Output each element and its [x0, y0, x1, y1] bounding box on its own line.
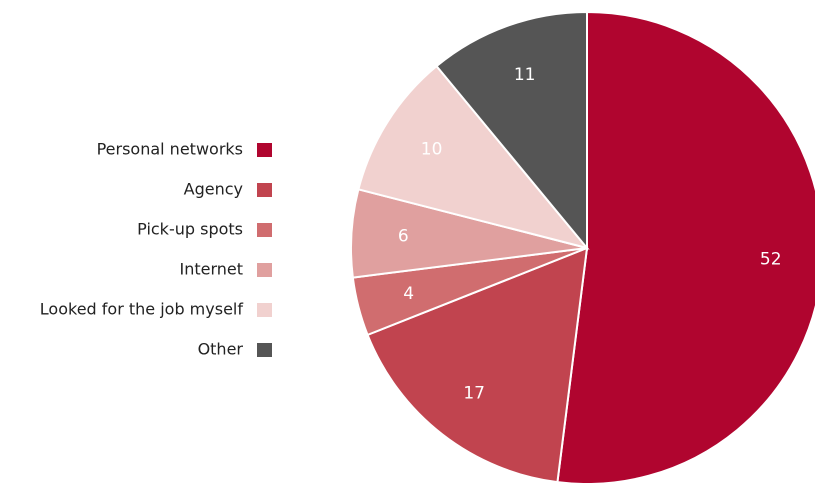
legend-swatch [257, 183, 272, 197]
pie-slice [366, 246, 589, 483]
legend-swatch [257, 143, 272, 157]
slice-label: 17 [463, 383, 485, 403]
legend-swatch [257, 343, 272, 357]
legend-swatch [257, 303, 272, 317]
legend-label: Agency [184, 180, 243, 199]
slice-label: 10 [421, 139, 443, 159]
legend-label: Other [198, 340, 244, 359]
pie-slice [435, 10, 588, 251]
legend-label: Internet [179, 260, 243, 279]
pie-slice [357, 64, 590, 250]
legend-swatch [257, 223, 272, 237]
legend-swatch [257, 263, 272, 277]
slice-label: 52 [760, 250, 782, 270]
legend-label: Looked for the job myself [40, 300, 244, 319]
slice-label: 6 [398, 226, 409, 246]
legend-label: Pick-up spots [137, 220, 243, 239]
legend-label: Personal networks [97, 140, 243, 159]
slice-label: 4 [403, 284, 414, 304]
slice-label: 11 [514, 65, 536, 85]
pie-slice [556, 10, 815, 483]
